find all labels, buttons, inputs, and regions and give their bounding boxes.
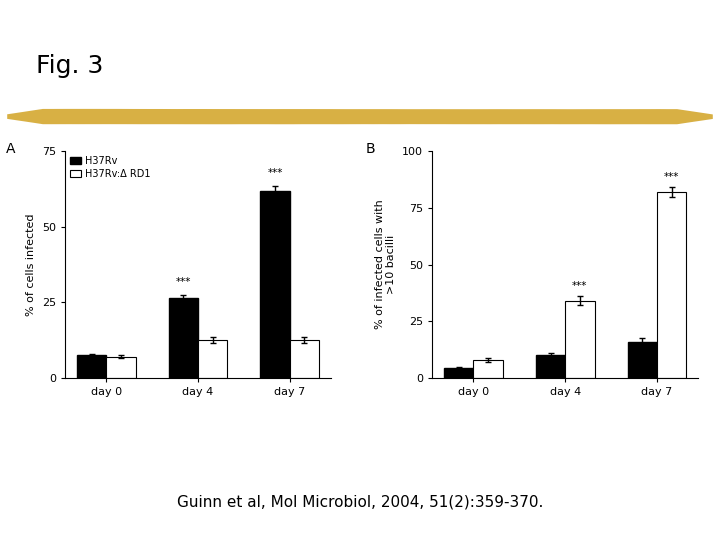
Text: Fig. 3: Fig. 3 xyxy=(36,54,104,78)
Polygon shape xyxy=(7,109,713,124)
Bar xyxy=(261,191,289,378)
Y-axis label: % of cells infected: % of cells infected xyxy=(26,213,36,316)
Bar xyxy=(536,355,565,378)
Bar xyxy=(628,342,657,378)
Bar xyxy=(444,368,474,378)
Bar xyxy=(107,357,135,378)
Text: ***: *** xyxy=(267,168,283,178)
Bar xyxy=(198,340,228,378)
Text: ***: *** xyxy=(572,281,588,291)
Y-axis label: % of infected cells with
>10 bacilli: % of infected cells with >10 bacilli xyxy=(375,200,397,329)
Text: B: B xyxy=(365,142,375,156)
Text: ***: *** xyxy=(176,277,191,287)
Bar xyxy=(657,192,686,378)
Bar xyxy=(168,298,198,378)
Legend: H37Rv, H37Rv:Δ RD1: H37Rv, H37Rv:Δ RD1 xyxy=(70,156,150,179)
Bar xyxy=(77,355,107,378)
Text: ***: *** xyxy=(664,172,679,182)
Bar xyxy=(565,301,595,378)
Bar xyxy=(289,340,319,378)
Text: A: A xyxy=(6,142,16,156)
Text: Guinn et al, Mol Microbiol, 2004, 51(2):359-370.: Guinn et al, Mol Microbiol, 2004, 51(2):… xyxy=(177,495,543,510)
Bar xyxy=(474,360,503,378)
